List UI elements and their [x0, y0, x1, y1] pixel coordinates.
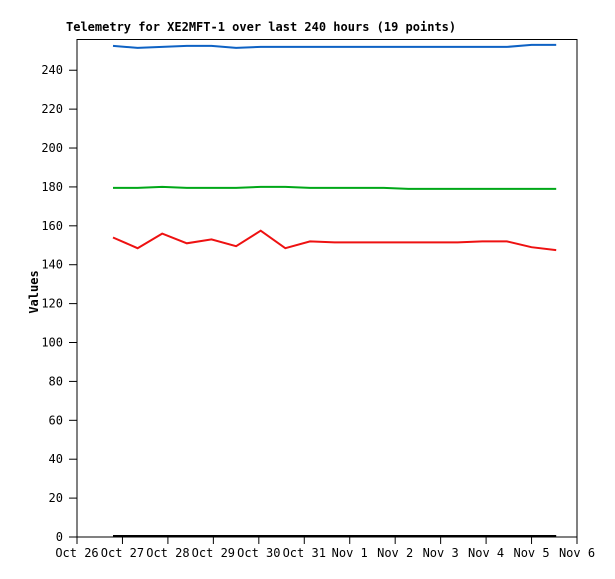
chart-title: Telemetry for XE2MFT-1 over last 240 hou… [66, 20, 457, 34]
y-tick-label: 200 [41, 141, 63, 155]
x-tick-label: Oct 31 [283, 546, 326, 560]
x-tick-label: Nov 4 [468, 546, 504, 560]
series-line-channel-blue [112, 43, 557, 49]
x-tick-label: Nov 2 [377, 546, 413, 560]
y-tick-label: 100 [41, 336, 63, 350]
y-tick-label: 240 [41, 63, 63, 77]
y-tick-label: 160 [41, 219, 63, 233]
y-tick-label: 140 [41, 258, 63, 272]
y-tick-label: 60 [49, 413, 63, 427]
series-line-channel-green [113, 185, 557, 190]
series-line-channel-red [112, 229, 557, 252]
x-tick-label: Oct 26 [55, 546, 98, 560]
y-tick-label: 20 [49, 491, 63, 505]
plot-border [76, 39, 578, 538]
y-tick-label: 180 [41, 180, 63, 194]
x-tick-label: Nov 3 [423, 546, 459, 560]
x-tick-label: Oct 29 [192, 546, 235, 560]
y-tick-label: 40 [49, 452, 63, 466]
x-tick-label: Oct 28 [146, 546, 189, 560]
y-axis-title: Values [27, 270, 41, 314]
x-tick-label: Oct 27 [101, 546, 144, 560]
x-tick-label: Nov 5 [513, 546, 549, 560]
x-tick-label: Nov 6 [559, 546, 595, 560]
y-tick-label: 120 [41, 297, 63, 311]
y-tick-label: 80 [49, 374, 63, 388]
y-tick-label: 0 [56, 530, 63, 544]
x-tick-label: Nov 1 [332, 546, 368, 560]
y-tick-label: 220 [41, 102, 63, 116]
x-tick-label: Oct 30 [237, 546, 280, 560]
